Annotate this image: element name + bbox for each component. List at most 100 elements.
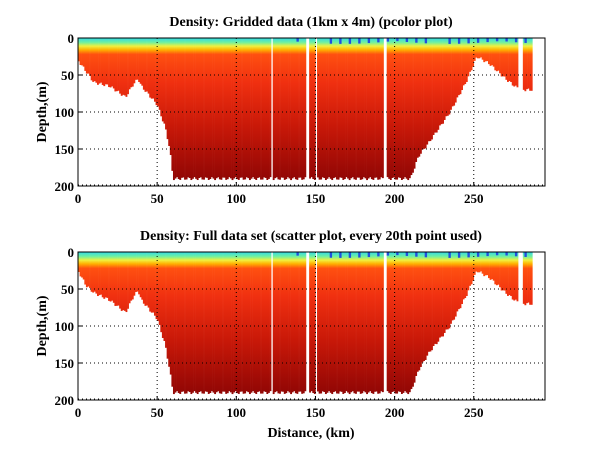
density-column [274,252,277,393]
density-column [345,38,348,178]
density-column [324,38,327,181]
density-column [223,38,226,178]
density-column [100,252,103,295]
density-column [470,38,473,71]
density-column [122,38,125,95]
density-column [492,252,495,281]
density-column [212,252,215,393]
density-column [514,252,517,300]
density-column [511,38,514,86]
surface-low-density-mark [296,38,299,42]
density-column [81,252,84,278]
density-column [128,38,131,90]
density-column [176,38,179,178]
surface-low-density-mark [505,252,508,256]
density-column [231,38,234,181]
surface-low-density-mark [329,38,333,44]
density-column [234,252,237,392]
density-column [361,252,364,394]
density-column [150,38,153,99]
density-column [272,252,275,395]
density-column [122,252,125,311]
data-columns [78,38,533,181]
density-column [377,38,380,180]
surface-low-density-mark [329,252,333,258]
density-column [356,252,359,392]
density-column [389,38,392,181]
density-column [187,252,190,392]
density-column [130,252,133,301]
density-column [136,38,139,80]
density-column [429,38,432,142]
density-column [353,38,356,180]
density-column [332,38,335,179]
density-column [298,38,300,178]
density-column [201,252,204,394]
density-column [336,252,338,394]
density-column [272,38,275,181]
surface-low-density-mark [358,252,361,258]
density-column [199,252,202,392]
density-column [339,38,342,178]
density-column [207,252,210,394]
density-column [210,38,213,178]
density-column [228,38,231,178]
x-tick-label: 200 [385,405,405,420]
density-column [367,252,370,393]
density-column [299,252,302,392]
density-column [413,38,416,169]
density-column [253,252,256,393]
density-column [245,38,248,178]
density-column [524,252,527,306]
density-column [168,38,171,146]
density-column [488,252,490,279]
density-column [302,252,305,394]
density-column [293,252,296,392]
density-column [489,38,492,66]
density-column [104,38,107,85]
x-tick-label: 50 [151,191,164,206]
surface-low-density-mark [457,38,461,44]
density-column [214,38,217,181]
density-column [280,38,283,178]
density-column [438,38,441,126]
density-column [431,38,433,140]
density-column [347,38,350,179]
density-column [275,252,278,392]
surface-low-density-mark [339,38,342,44]
x-tick-label: 200 [385,191,405,206]
density-column [248,38,251,181]
density-column [421,38,424,150]
density-column [133,38,136,84]
density-column [405,252,408,393]
density-column [461,38,463,91]
density-column [410,38,413,176]
density-column [142,252,145,304]
density-column [309,252,312,393]
density-column [123,252,126,311]
density-column [486,38,489,62]
density-column [399,252,402,392]
density-column [350,38,353,179]
density-column [160,252,163,333]
density-column [438,252,441,338]
density-column [456,38,459,98]
density-column [514,38,517,86]
density-column [326,252,329,393]
density-column [339,252,342,392]
density-column [149,38,152,98]
density-column [366,38,368,181]
density-column [309,38,312,179]
density-column [405,38,408,179]
density-column [484,252,487,276]
density-column [388,38,391,179]
density-column [198,252,201,393]
density-column [400,252,403,394]
density-column [329,252,332,393]
density-column [241,38,243,178]
density-column [526,252,528,304]
density-column [229,252,232,393]
density-column [209,38,212,179]
density-column [247,252,250,393]
density-column [465,38,468,82]
